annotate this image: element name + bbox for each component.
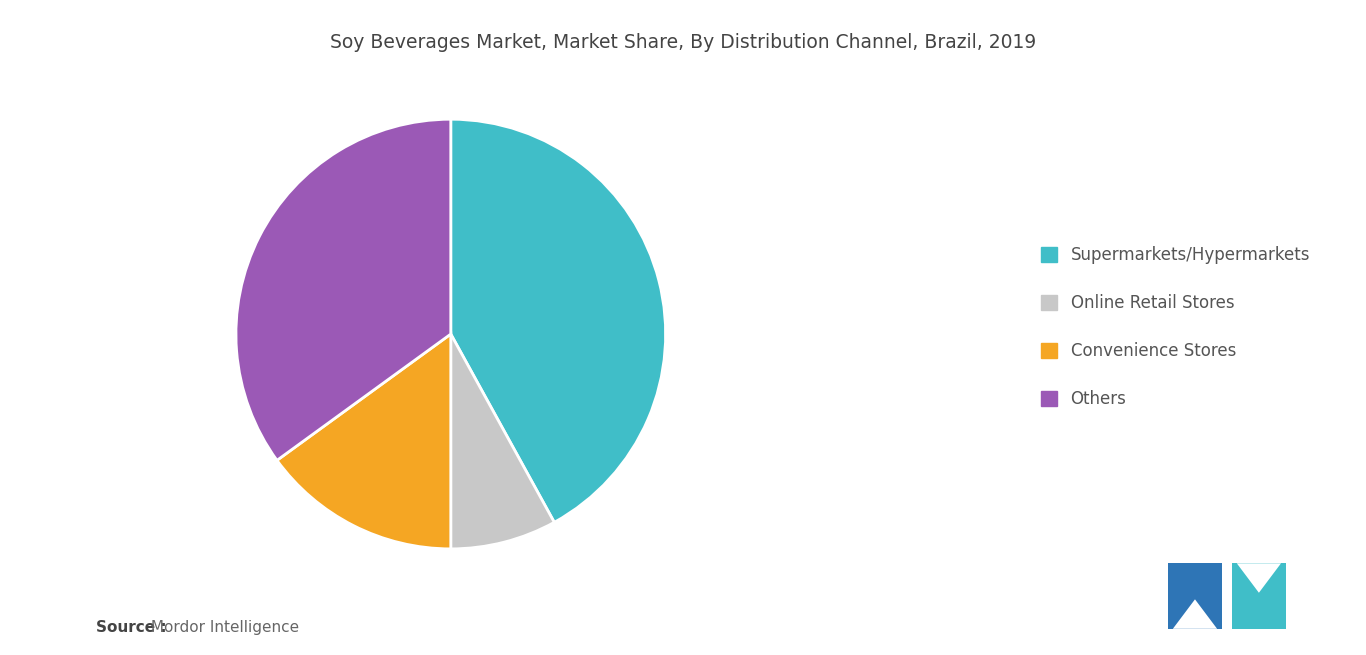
Legend: Supermarkets/Hypermarkets, Online Retail Stores, Convenience Stores, Others: Supermarkets/Hypermarkets, Online Retail… [1034,240,1317,415]
Text: Source :: Source : [96,620,167,635]
Polygon shape [1236,563,1281,593]
Wedge shape [236,119,451,460]
Text: Soy Beverages Market, Market Share, By Distribution Channel, Brazil, 2019: Soy Beverages Market, Market Share, By D… [329,33,1037,52]
Polygon shape [1232,563,1285,629]
Wedge shape [451,334,555,549]
Wedge shape [451,119,665,522]
Wedge shape [277,334,451,549]
Text: Mordor Intelligence: Mordor Intelligence [146,620,299,635]
Polygon shape [1173,599,1217,629]
Polygon shape [1168,563,1223,629]
